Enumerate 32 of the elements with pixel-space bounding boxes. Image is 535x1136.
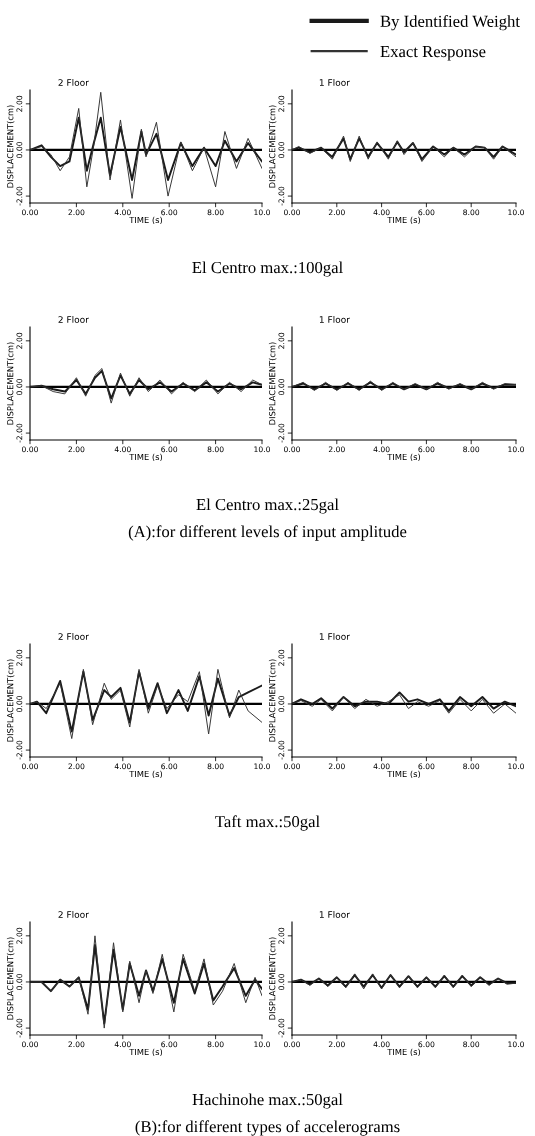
x-axis-title: TIME (s) bbox=[129, 1048, 163, 1057]
chart-title: 2 Floor bbox=[58, 632, 89, 640]
x-axis-title: TIME (s) bbox=[387, 1048, 421, 1057]
y-axis-title: DISPLACEMENT(cm) bbox=[6, 105, 15, 188]
x-axis-title: TIME (s) bbox=[129, 453, 163, 462]
chart-title: 1 Floor bbox=[319, 315, 350, 323]
text: El Centro max.:100gal bbox=[192, 261, 343, 277]
chart-title: 2 Floor bbox=[58, 78, 89, 86]
x-axis-title: TIME (s) bbox=[387, 216, 421, 225]
text: Hachinohe max.:50gal bbox=[192, 1093, 343, 1109]
chart-title: 2 Floor bbox=[58, 315, 89, 323]
y-axis-title: DISPLACEMENT(cm) bbox=[6, 342, 15, 425]
x-axis-title: TIME (s) bbox=[129, 770, 163, 779]
x-axis-title: TIME (s) bbox=[387, 453, 421, 462]
text: Taft max.:50gal bbox=[215, 815, 320, 831]
text: (A):for different levels of input amplitude bbox=[128, 525, 407, 541]
y-axis-title: DISPLACEMENT(cm) bbox=[268, 342, 277, 425]
chart-title: 2 Floor bbox=[58, 910, 89, 918]
y-axis-title: DISPLACEMENT(cm) bbox=[6, 659, 15, 742]
x-axis-title: TIME (s) bbox=[129, 216, 163, 225]
x-axis-title: TIME (s) bbox=[387, 770, 421, 779]
legend-label: Exact Response bbox=[380, 46, 486, 61]
text: El Centro max.:25gal bbox=[196, 498, 339, 514]
legend-label: By Identified Weight bbox=[380, 15, 520, 31]
y-axis-title: DISPLACEMENT(cm) bbox=[6, 937, 15, 1020]
chart-title: 1 Floor bbox=[319, 910, 350, 918]
y-axis-title: DISPLACEMENT(cm) bbox=[268, 937, 277, 1020]
y-axis-title: DISPLACEMENT(cm) bbox=[268, 105, 277, 188]
chart-title: 1 Floor bbox=[319, 632, 350, 640]
chart-title: 1 Floor bbox=[319, 78, 350, 86]
text: (B):for different types of accelerograms bbox=[135, 1120, 400, 1136]
y-axis-title: DISPLACEMENT(cm) bbox=[268, 659, 277, 742]
